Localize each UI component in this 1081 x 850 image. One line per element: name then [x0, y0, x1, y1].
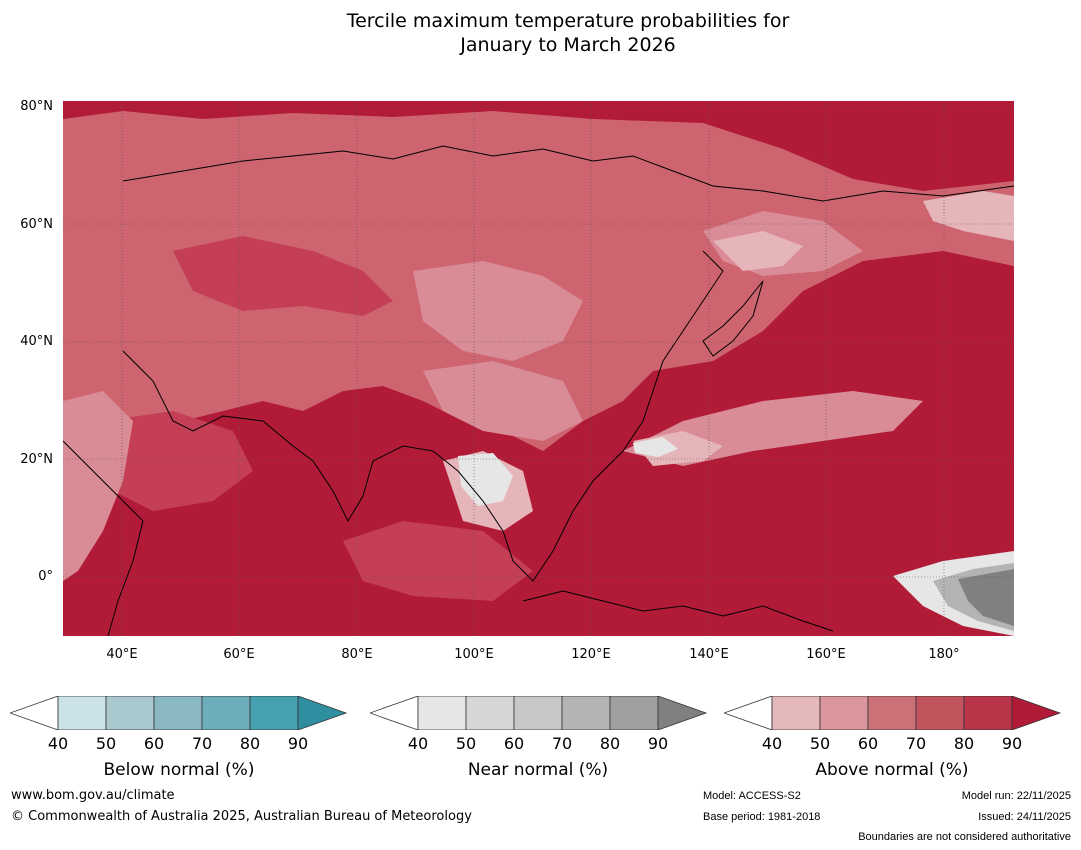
issued-date: Issued: 24/11/2025 [978, 811, 1071, 823]
above-80-region-ocean [343, 521, 533, 601]
coastlines [63, 145, 1014, 636]
colorbar-above-tick-80: 80 [953, 734, 975, 753]
colorbar-above-80-90 [963, 696, 1013, 730]
coastline-africa [63, 440, 144, 636]
near-normal-region-pacific-spot [633, 437, 678, 457]
probability-map [63, 101, 1014, 636]
model-name: Model: ACCESS-S2 [703, 790, 801, 802]
colorbar-above-tick-50: 50 [809, 734, 831, 753]
colorbar-above-over [1011, 696, 1062, 730]
title-line-2: January to March 2026 [460, 34, 676, 56]
near-normal-region-thailand [458, 453, 513, 506]
colorbar-below-tick-40: 40 [47, 734, 69, 753]
near-normal-region-east-pacific-90 [958, 569, 1014, 626]
colorbar-below-tick-60: 60 [143, 734, 165, 753]
colorbar-below-tick-50: 50 [95, 734, 117, 753]
model-run-date: Model run: 22/11/2025 [961, 790, 1071, 802]
colorbar-below-under [10, 696, 59, 730]
colorbar-above-normal [724, 696, 1062, 730]
colorbar-below-80-90 [249, 696, 299, 730]
lat-label-40n: 40°N [20, 334, 53, 349]
lat-label-80n: 80°N [20, 99, 53, 114]
colorbar-near-over [657, 696, 708, 730]
above-60-region-africa [63, 391, 133, 581]
coastline-arctic [122, 145, 1014, 202]
colorbar-near-80-90 [609, 696, 659, 730]
coastline-east-asia [432, 250, 724, 582]
colorbar-above-tick-60: 60 [857, 734, 879, 753]
lon-label-80e: 80°E [341, 647, 373, 662]
colorbar-near-title: Near normal (%) [467, 760, 609, 780]
coastline-maritime [522, 590, 834, 632]
colorbar-below-tick-70: 70 [191, 734, 213, 753]
above-80-region-arabia [103, 411, 253, 511]
boundary-disclaimer: Boundaries are not considered authoritat… [858, 831, 1071, 843]
colorbar-near-tick-50: 50 [455, 734, 477, 753]
map-title: Tercile maximum temperature probabilitie… [0, 9, 1081, 57]
above-60-region-central-asia [413, 261, 583, 361]
above-60-region-tibet [423, 361, 583, 441]
colorbar-near-under [370, 696, 419, 730]
colorbar-below-40-50 [57, 696, 107, 730]
colorbar-above-40-50 [771, 696, 821, 730]
lon-label-160e: 160°E [806, 647, 846, 662]
colorbar-below-50-60 [105, 696, 155, 730]
colorbar-below-title: Below normal (%) [103, 760, 255, 780]
above-50-region-chukotka [923, 191, 1014, 241]
colorbar-near-tick-80: 80 [599, 734, 621, 753]
lat-label-20n: 20°N [20, 452, 53, 467]
above-80-region-north [173, 236, 393, 316]
lat-label-0: 0° [38, 569, 53, 584]
colorbar-above-50-60 [819, 696, 869, 730]
colorbar-near-tick-90: 90 [647, 734, 669, 753]
colorbar-below-70-80 [201, 696, 251, 730]
colorbar-near-tick-70: 70 [551, 734, 573, 753]
colorbar-near-60-70 [513, 696, 563, 730]
colorbar-above-tick-40: 40 [761, 734, 783, 753]
base-period: Base period: 1981-2018 [703, 811, 821, 823]
colorbar-below-60-70 [153, 696, 203, 730]
lon-label-40e: 40°E [106, 647, 138, 662]
website-link[interactable]: www.bom.gov.au/climate [11, 788, 175, 803]
lon-label-60e: 60°E [223, 647, 255, 662]
colorbar-near-40-50 [417, 696, 467, 730]
lon-label-120e: 120°E [571, 647, 611, 662]
lon-label-100e: 100°E [454, 647, 494, 662]
colorbar-above-under [724, 696, 773, 730]
coastline-japan [702, 280, 764, 357]
title-line-1: Tercile maximum temperature probabilitie… [346, 10, 790, 32]
graticule [63, 101, 1014, 636]
colorbar-below-normal [10, 696, 348, 730]
colorbar-below-over [297, 696, 348, 730]
colorbar-near-tick-60: 60 [503, 734, 525, 753]
colorbar-above-tick-90: 90 [1001, 734, 1023, 753]
colorbar-near-normal [370, 696, 708, 730]
coastline-arabia-india [122, 350, 434, 523]
colorbar-near-50-60 [465, 696, 515, 730]
colorbar-below-tick-80: 80 [239, 734, 261, 753]
colorbar-above-70-80 [915, 696, 965, 730]
colorbar-near-70-80 [561, 696, 611, 730]
colorbar-below-tick-90: 90 [287, 734, 309, 753]
colorbar-above-tick-70: 70 [905, 734, 927, 753]
lon-label-140e: 140°E [689, 647, 729, 662]
copyright-text: © Commonwealth of Australia 2025, Austra… [11, 809, 472, 824]
colorbar-above-title: Above normal (%) [815, 760, 969, 780]
colorbar-near-tick-40: 40 [407, 734, 429, 753]
colorbar-above-60-70 [867, 696, 917, 730]
above-50-region-siberia [713, 231, 803, 271]
lon-label-180: 180° [928, 647, 960, 662]
lat-label-60n: 60°N [20, 217, 53, 232]
